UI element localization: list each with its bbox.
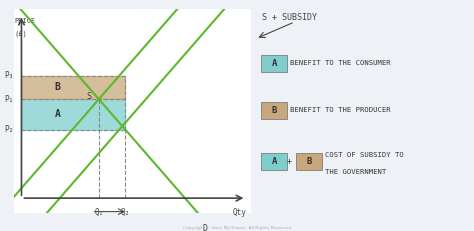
Text: P₁: P₁ [4,95,13,104]
Text: S: S [87,92,91,101]
Text: P₃: P₃ [4,71,13,80]
Text: +: + [287,157,292,165]
Text: A: A [272,157,277,165]
Text: Q₂: Q₂ [121,208,130,217]
Text: COST OF SUBSIDY TO: COST OF SUBSIDY TO [325,152,404,158]
Text: PRICE: PRICE [14,18,36,24]
Text: P₂: P₂ [4,125,13,134]
Text: BENEFIT TO THE CONSUMER: BENEFIT TO THE CONSUMER [291,60,391,66]
Text: THE GOVERNMENT: THE GOVERNMENT [325,169,387,175]
FancyBboxPatch shape [296,152,322,170]
Text: Copyright © Save My Exams. All Rights Reserved: Copyright © Save My Exams. All Rights Re… [183,226,291,230]
Text: B: B [55,82,61,92]
Text: S + SUBSIDY: S + SUBSIDY [262,13,317,22]
FancyBboxPatch shape [261,101,287,119]
Text: A: A [55,109,61,119]
FancyBboxPatch shape [261,152,287,170]
Text: D: D [203,224,208,231]
Text: Q₁: Q₁ [94,208,103,217]
Text: BENEFIT TO THE PRODUCER: BENEFIT TO THE PRODUCER [291,107,391,113]
Text: A: A [272,59,277,68]
Text: Qty: Qty [232,208,246,217]
Text: (£): (£) [14,31,27,37]
FancyBboxPatch shape [261,55,287,72]
Text: B: B [272,106,277,115]
Text: B: B [306,157,312,165]
